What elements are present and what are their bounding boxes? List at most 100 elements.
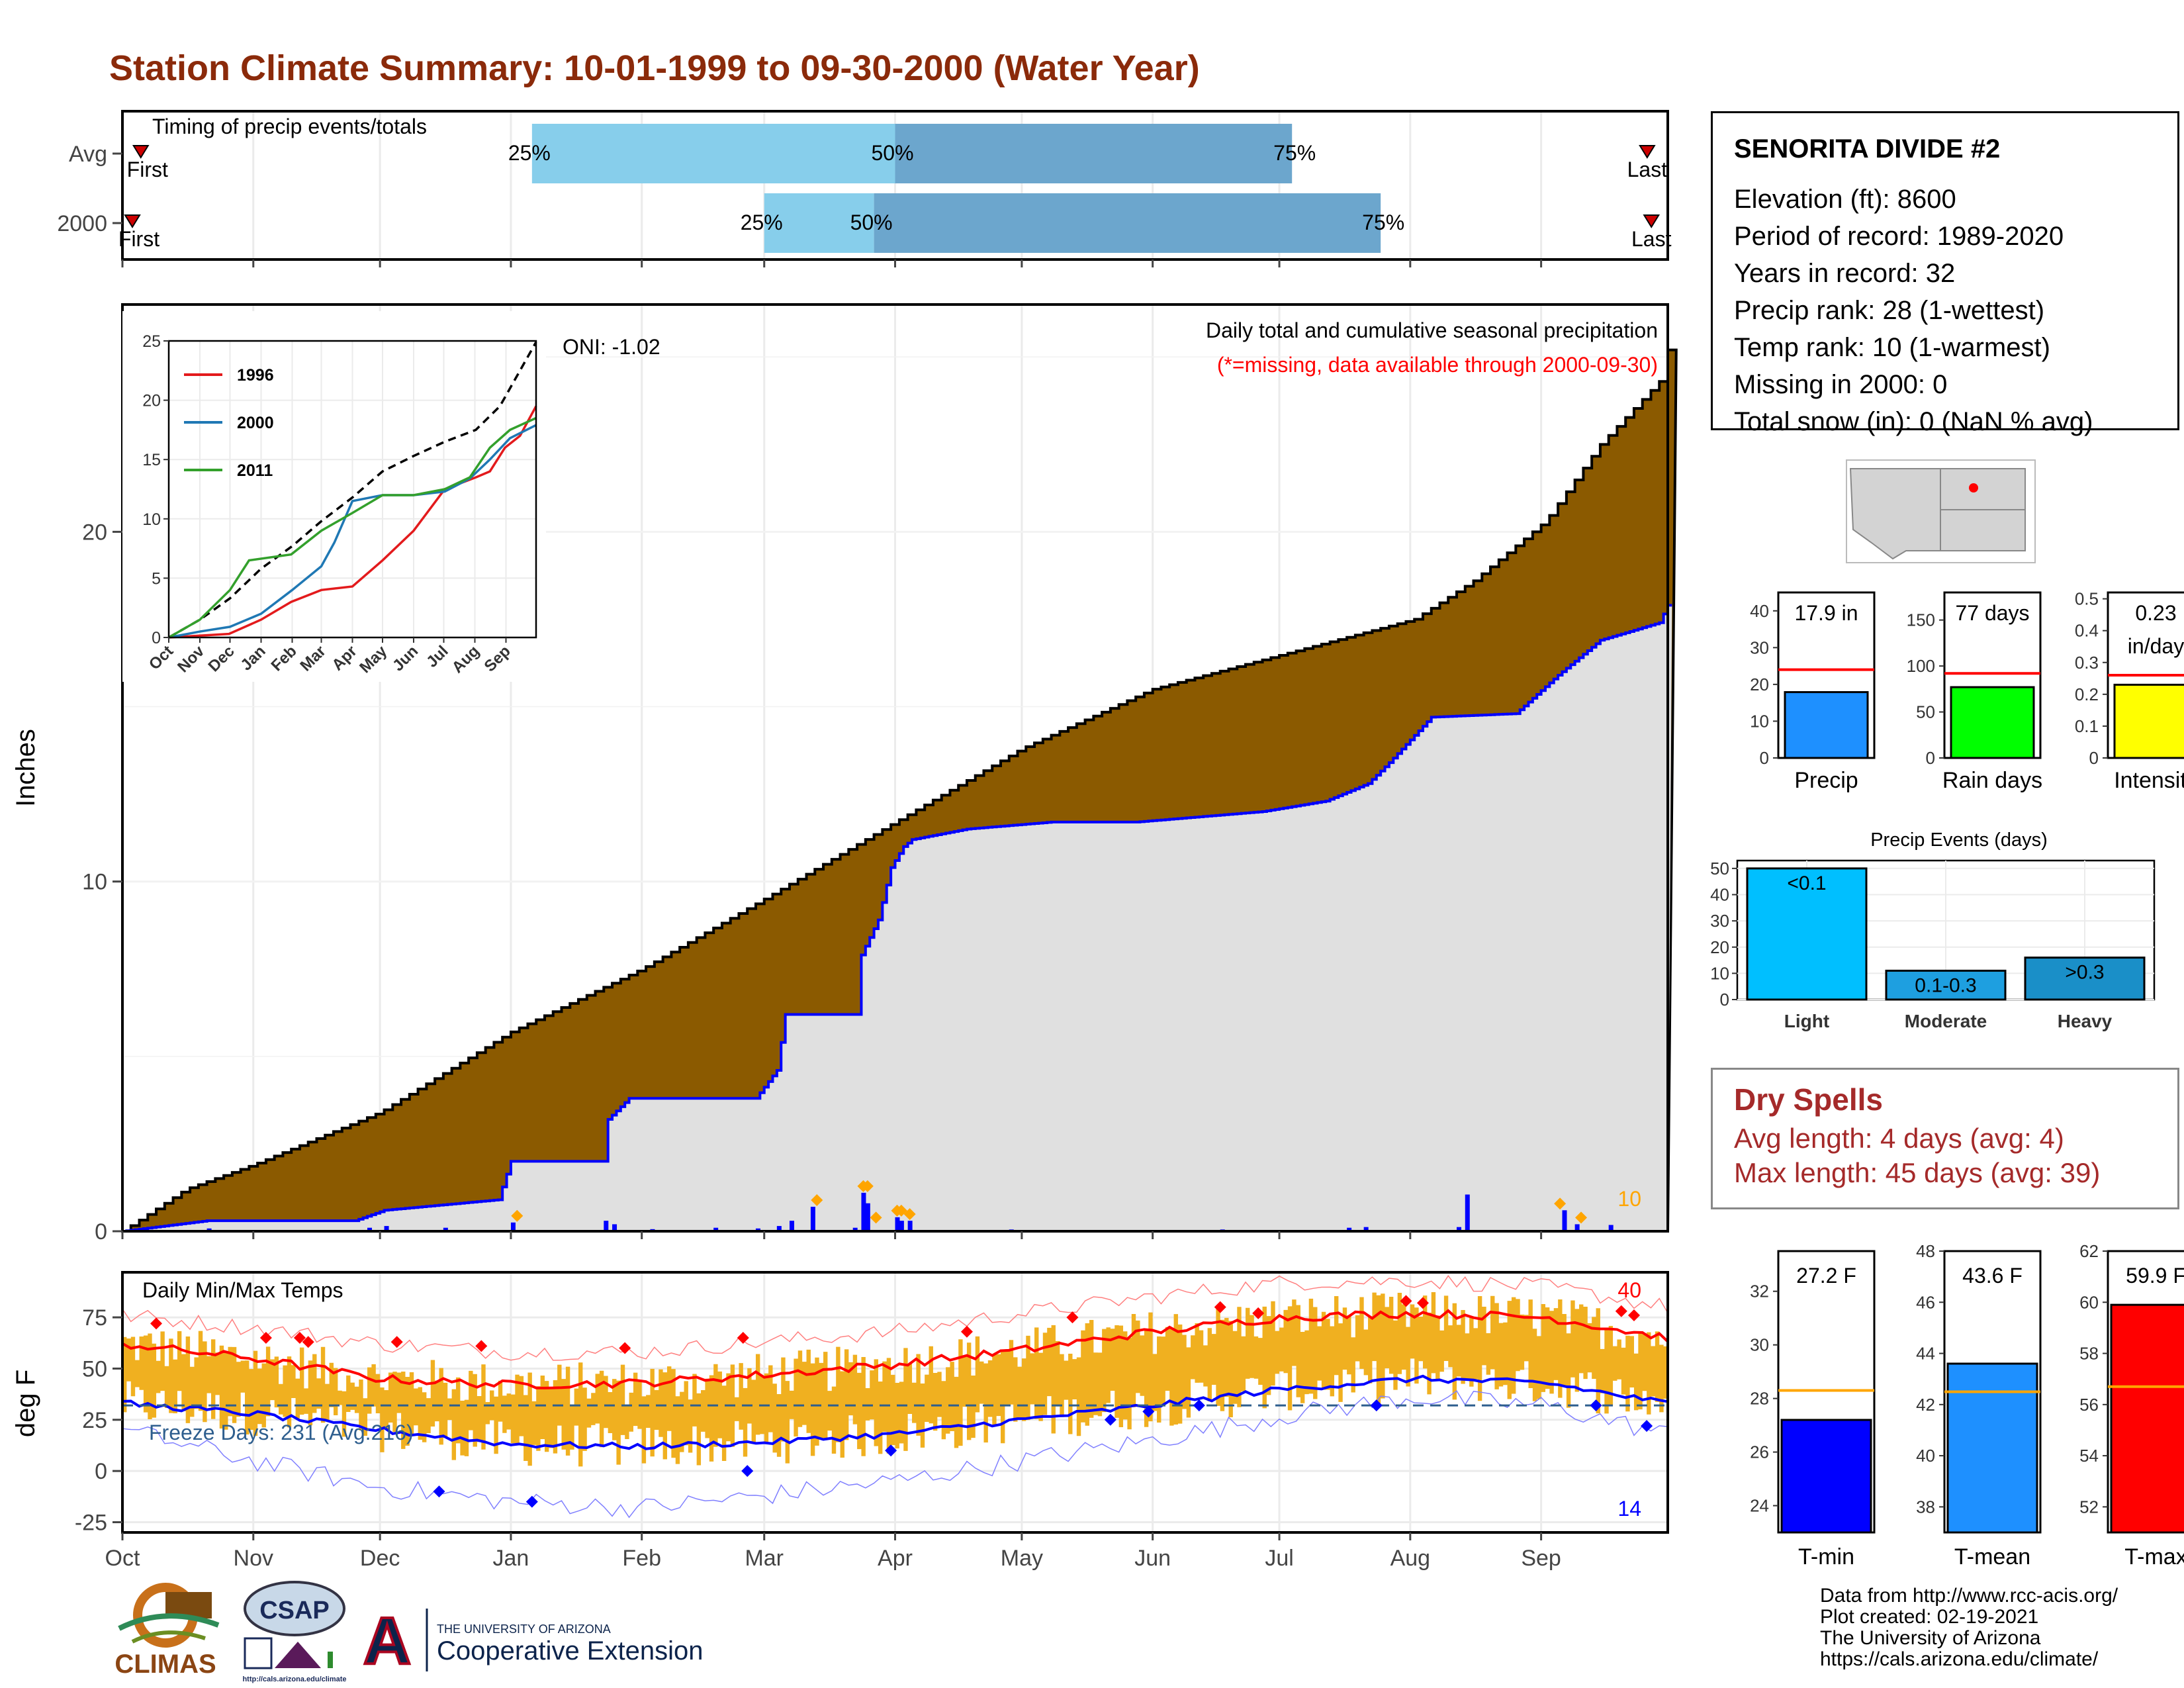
timing-pct-50: 50% [850,211,893,234]
observed-cumulative-line [122,604,1672,1233]
daily-precip-bar [1574,1224,1580,1231]
temp-mini-ytick-label: 32 [1750,1282,1769,1301]
temp-mini-ytick-label: 52 [2079,1497,2099,1517]
inset-ytick-label: 5 [152,569,161,588]
daily-precip-bar [1562,1210,1567,1231]
dry-spells-avg: Avg length: 4 days (avg: 4) [1734,1123,2064,1154]
inset-legend-label: 2011 [237,461,273,480]
events-category-label: Light [1784,1011,1829,1031]
daily-precip-bar [206,1228,212,1231]
mini-chart-ytick-label: 0 [2089,748,2099,768]
station-years: Years in record: 32 [1734,259,1956,288]
footer-plot-created: Plot created: 02-19-2021 [1820,1606,2039,1628]
precip-caption: Daily total and cumulative seasonal prec… [1206,318,1658,342]
temp-label: Daily Min/Max Temps [142,1278,343,1302]
events-bar-label: <0.1 [1787,872,1826,894]
inset-series-line [168,416,537,639]
temp-mini-ytick-label: 44 [1916,1344,1935,1364]
daily-precip-bar [604,1221,609,1231]
freeze-days-label: Freeze Days: 231 (Avg:216) [149,1421,414,1444]
mini-chart-ytick-label: 50 [1916,702,1935,722]
first-marker-icon [124,214,141,228]
precip-ytick-label: 20 [82,520,107,545]
record-high-diamond [619,1342,631,1354]
footer-credits: Data from http://www.rcc-acis.org/ Plot … [1820,1585,2118,1670]
last-marker-icon [1643,214,1661,228]
station-precip-rank: Precip rank: 28 (1-wettest) [1734,296,2045,325]
ua-logo: A THE UNIVERSITY OF ARIZONA Cooperative … [362,1603,704,1679]
daily-precip-bar [852,1227,858,1231]
inset-ytick-label: 20 [142,392,161,410]
daily-precip-bar [1608,1225,1614,1231]
daily-precip-bar [1347,1227,1352,1231]
temp-ytick-label: 0 [95,1459,107,1484]
mini-chart-bar [1784,691,1869,759]
events-ytick-label: 40 [1710,885,1729,905]
footer-website: https://cals.arizona.edu/climate/ [1820,1648,2099,1670]
record-low-diamond [885,1444,897,1457]
temp-xtick-label: Sep [1521,1546,1561,1571]
temp-xtick-label: Dec [360,1546,400,1571]
mini-chart-ytick-label: 10 [1750,711,1769,731]
page-title: Station Climate Summary: 10-01-1999 to 0… [109,48,1200,88]
temp-mini-ytick-label: 48 [1916,1241,1935,1261]
mini-chart-ytick-label: 0 [1926,748,1935,768]
dry-spells-box: Dry Spells Avg length: 4 days (avg: 4) M… [1711,1068,2179,1209]
temp-panel: Daily Min/Max Temps 40 14 Freeze Days: 2… [11,1271,1669,1571]
record-high-diamond [390,1336,403,1348]
station-name: SENORITA DIVIDE #2 [1734,134,2001,164]
record-high-diamond [1252,1307,1265,1319]
temp-mini-value-label: 27.2 F [1796,1264,1856,1288]
daily-precip-bar [612,1224,617,1231]
temp-mini-ytick-label: 24 [1750,1496,1769,1516]
temp-xtick-label: Mar [745,1546,784,1571]
daily-precip-bar [713,1227,719,1231]
events-ytick-label: 50 [1710,859,1729,878]
mini-chart-value-label: 0.23 [2135,601,2176,625]
temp-xtick-label: Apr [878,1546,913,1571]
record-high-diamond [1400,1295,1412,1307]
record-high-diamond [1627,1309,1640,1321]
events-ytick-label: 0 [1720,990,1729,1009]
temp-count-high: 40 [1617,1278,1641,1302]
daily-precip-bar [810,1207,815,1231]
station-missing: Missing in 2000: 0 [1734,370,1948,399]
timing-row-label: 2000 [57,211,107,236]
station-info-box: SENORITA DIVIDE #2 Elevation (ft): 8600 … [1711,111,2179,436]
precip-ylabel: Inches [11,729,40,807]
mini-chart-ytick-label: 0.3 [2075,653,2099,673]
precip-event-diamond [1554,1197,1567,1210]
record-high-diamond [960,1325,973,1338]
precip-event-diamond [870,1211,882,1224]
temp-ytick-label: 25 [82,1408,107,1433]
oni-label: ONI: -1.02 [563,335,660,359]
ua-small-text: THE UNIVERSITY OF ARIZONA [437,1622,611,1636]
record-high-diamond [1214,1301,1226,1313]
mini-chart-ytick-label: 0.5 [2075,589,2099,609]
mini-chart-ytick-label: 40 [1750,601,1769,621]
last-marker-icon [1639,145,1656,159]
inset-series-line [168,405,537,639]
daily-precip-bar [899,1221,904,1231]
climas-logo: CLIMAS [114,1583,220,1679]
temp-mini-ytick-label: 26 [1750,1442,1769,1462]
daily-precip-bar [1363,1227,1369,1231]
daily-precip-bar [443,1227,448,1231]
mini-chart-ytick-label: 20 [1750,675,1769,694]
mini-chart-label: Precip [1794,768,1858,793]
precip-event-diamond [1575,1211,1588,1224]
events-bar-label: >0.3 [2065,962,2104,984]
station-period: Period of record: 1989-2020 [1734,222,2064,251]
temp-xtick-label: Aug [1390,1546,1431,1571]
temp-mini-label: T-max [2124,1544,2184,1570]
temp-mini-value-label: 59.9 F [2126,1264,2184,1288]
events-ytick-label: 10 [1710,963,1729,983]
mini-chart-ytick-label: 0.2 [2075,684,2099,704]
record-high-diamond [302,1336,314,1348]
daily-precip-bar [1457,1227,1462,1231]
inset-legend-label: 1996 [237,366,274,385]
temp-mini-value-label: 43.6 F [1962,1264,2023,1288]
inset-ytick-label: 25 [142,332,161,351]
daily-precip-bar [776,1226,782,1231]
